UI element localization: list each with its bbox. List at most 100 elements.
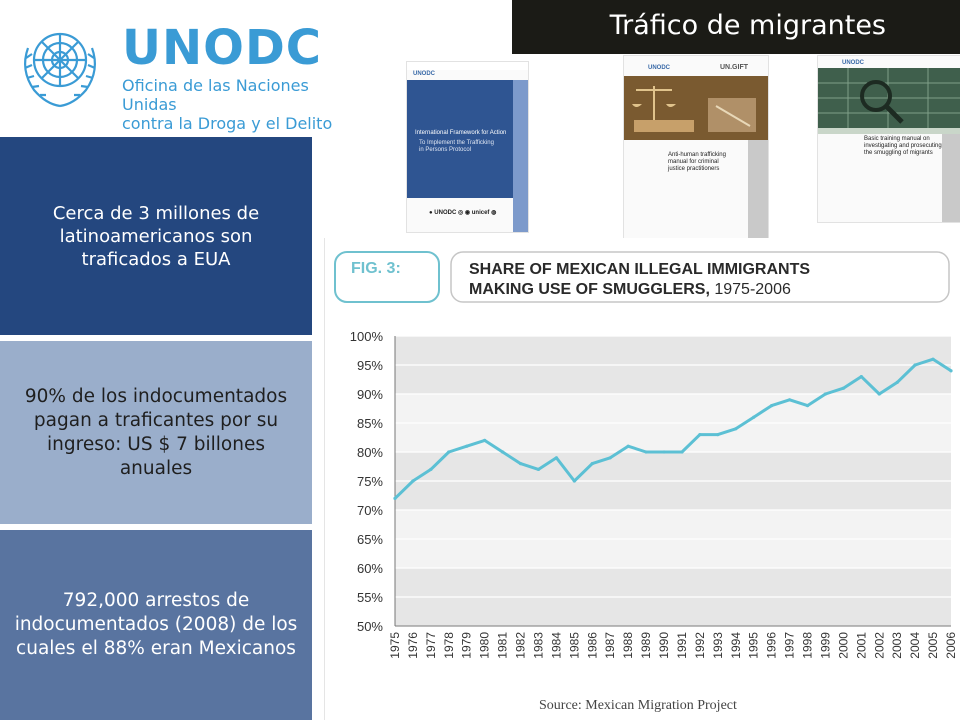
data-point — [572, 479, 576, 483]
x-tick-label: 2005 — [926, 632, 940, 659]
title-bar: Tráfico de migrantes — [512, 0, 960, 54]
smugglers-line-chart: FIG. 3: SHARE OF MEXICAN ILLEGAL IMMIGRA… — [334, 251, 958, 713]
data-point — [411, 479, 415, 483]
x-tick-label: 1998 — [801, 632, 815, 659]
plot-band — [395, 336, 951, 365]
data-point — [931, 357, 935, 361]
x-tick-label: 1993 — [711, 632, 725, 659]
data-point — [536, 467, 541, 471]
x-tick-label: 1999 — [818, 632, 832, 659]
data-point — [608, 456, 612, 460]
x-tick-label: 1975 — [388, 632, 402, 659]
un-emblem-icon — [23, 32, 97, 108]
report-cover-smuggling: UNODC Basic training manual on investiga… — [818, 56, 960, 222]
chart-title-line1: SHARE OF MEXICAN ILLEGAL IMMIGRANTS — [469, 261, 810, 278]
x-axis-tick-labels: 1975 1976 1977 1978 1979 1980 1981 1982 1983 1984… — [388, 632, 958, 659]
info-box-text: 792,000 arrestos de indocumentados (2008… — [14, 590, 298, 659]
x-tick-label: 1976 — [406, 632, 420, 659]
y-tick-label: 65% — [357, 532, 383, 547]
cover-footer-logos: ● UNODC ◎ ◉ unicef ◍ — [429, 210, 497, 216]
data-point — [859, 375, 863, 379]
x-tick-label: 2001 — [854, 632, 868, 659]
cover-title-line3: in Persons Protocol — [419, 147, 472, 153]
x-tick-label: 1996 — [765, 632, 779, 659]
report-cover-manual: UNODC UN.GIFT Anti-human trafficking man… — [624, 56, 768, 240]
y-tick-label: 50% — [357, 619, 383, 634]
cover-brand: UNODC — [842, 60, 864, 66]
cover-title-line1: Basic training manual on — [864, 136, 930, 142]
cover-photo-scales — [624, 76, 768, 140]
data-point — [716, 433, 720, 437]
data-point — [752, 415, 756, 419]
chart-title-line2: MAKING USE OF SMUGGLERS, 1975-2006 — [469, 281, 791, 298]
series-line — [393, 357, 953, 500]
y-tick-label: 70% — [357, 503, 383, 518]
cover-blue-block — [407, 80, 528, 198]
data-point — [393, 496, 397, 500]
x-tick-label: 1984 — [549, 632, 563, 659]
x-tick-label: 1981 — [496, 632, 510, 659]
plot-band — [395, 452, 951, 481]
cover-side-stripe — [513, 80, 528, 232]
cover-title-line3: justice practitioners — [668, 166, 720, 172]
report-cover-framework: UNODC International Framework for Action… — [407, 62, 528, 232]
data-point — [680, 450, 684, 454]
x-tick-label: 1978 — [442, 632, 456, 659]
plot-band — [395, 365, 951, 394]
plot-band — [395, 481, 951, 510]
cover-title-line2: investigating and prosecuting — [864, 143, 942, 149]
x-tick-label: 1982 — [514, 632, 528, 659]
x-tick-label: 1992 — [693, 632, 707, 659]
logo-subtitle: Oficina de las Naciones Unidas contra la… — [122, 76, 362, 133]
slide-title: Tráfico de migrantes — [609, 10, 886, 41]
x-tick-label: 1989 — [639, 632, 653, 659]
cover-title-line2: manual for criminal — [668, 159, 719, 165]
data-point — [787, 398, 792, 402]
x-tick-label: 2006 — [944, 632, 958, 659]
fig-label-frame — [334, 251, 440, 303]
y-tick-label: 85% — [357, 416, 383, 431]
data-point — [895, 380, 899, 384]
cover-title-line2: To Implement the Trafficking — [419, 140, 494, 146]
logo-subtitle-line2: contra la Droga y el Delito — [122, 114, 333, 133]
x-tick-label: 1990 — [657, 632, 671, 659]
cover-top-band — [407, 62, 528, 70]
info-box-text: 90% de los indocumentados pagan a trafic… — [24, 385, 288, 479]
data-point — [823, 392, 828, 396]
data-point — [805, 404, 810, 408]
chart-source: Source: Mexican Migration Project — [539, 698, 737, 713]
data-point — [770, 404, 774, 408]
plot-band — [395, 568, 951, 597]
info-box-trafficked: Cerca de 3 millones de latinoamericanos … — [0, 137, 312, 335]
data-point — [447, 450, 451, 454]
info-box-text: Cerca de 3 millones de latinoamericanos … — [52, 202, 260, 270]
x-tick-label: 1991 — [675, 632, 689, 659]
x-tick-label: 1988 — [621, 632, 635, 659]
data-point — [429, 467, 433, 471]
chart-title-line2-years: 1975-2006 — [710, 281, 791, 298]
plot-gridlines — [394, 335, 951, 627]
x-tick-label: 2004 — [908, 632, 922, 659]
data-point — [662, 450, 666, 454]
data-point — [877, 392, 881, 396]
y-tick-label: 95% — [357, 358, 383, 373]
cover-brand-secondary: UN.GIFT — [720, 64, 748, 71]
plot-band — [395, 394, 951, 423]
plot-background-bands — [395, 336, 951, 626]
data-point — [734, 427, 738, 431]
data-point — [841, 386, 845, 390]
data-point — [913, 363, 917, 367]
info-box-payments: 90% de los indocumentados pagan a trafic… — [0, 341, 312, 524]
y-tick-label: 60% — [357, 561, 383, 576]
data-point — [698, 433, 702, 437]
logo-subtitle-line1: Oficina de las Naciones Unidas — [122, 76, 309, 114]
plot-band — [395, 539, 951, 568]
chart-title-frame — [450, 251, 950, 303]
unodc-logo: UNODC Oficina de las Naciones Unidas con… — [14, 18, 354, 133]
scales-icon — [624, 76, 768, 140]
cover-title-line1: Anti-human trafficking — [668, 152, 726, 158]
plot-band — [395, 597, 951, 626]
plot-band — [395, 423, 951, 452]
x-tick-label: 1977 — [424, 632, 438, 659]
x-tick-label: 1997 — [783, 632, 797, 659]
